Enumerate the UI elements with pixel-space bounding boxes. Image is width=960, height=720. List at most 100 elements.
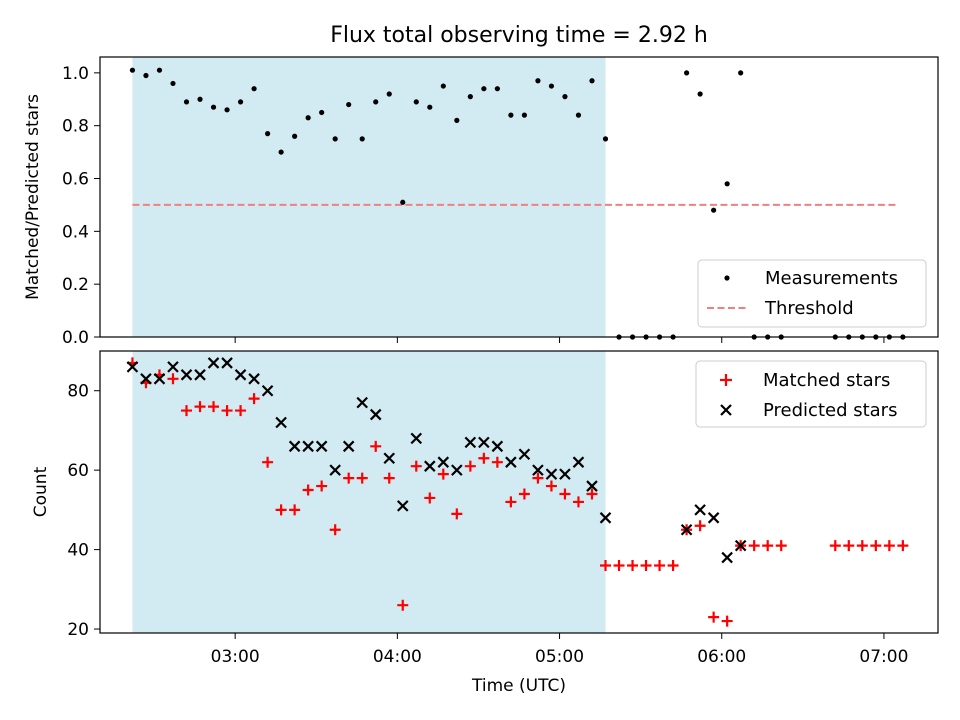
matched-star-marker	[235, 405, 247, 417]
predicted-star-marker	[532, 464, 544, 476]
measurement-point	[237, 99, 244, 105]
measurement-point	[197, 96, 203, 102]
legend-predicted-label: Predicted stars	[763, 400, 897, 421]
measurement-point	[400, 199, 406, 205]
matched-star-marker	[667, 559, 679, 571]
matched-star-marker	[721, 615, 733, 627]
predicted-star-marker	[383, 452, 396, 465]
legend-matched-marker	[720, 374, 732, 386]
top-y-tick-label: 0.2	[62, 275, 89, 295]
measurement-point	[467, 94, 473, 100]
matched-star-marker	[545, 480, 557, 492]
measurement-point	[359, 136, 365, 142]
matched-star-marker	[451, 508, 463, 520]
matched-star-marker	[316, 480, 328, 492]
predicted-star-marker	[288, 440, 301, 453]
top-y-tick-label: 0.4	[62, 222, 89, 242]
bottom-y-tick-label: 20	[67, 620, 89, 640]
matched-star-marker	[356, 472, 368, 484]
top-legend: Measurements Threshold	[697, 259, 927, 328]
bottom-legend-box	[695, 360, 927, 428]
top-y-tick-label: 0.8	[62, 117, 89, 137]
predicted-star-marker	[140, 373, 152, 385]
x-tick-label: 06:00	[697, 647, 746, 667]
x-tick-label: 03:00	[211, 647, 260, 667]
bottom-y-tick-label: 40	[67, 541, 89, 561]
measurement-point	[684, 70, 690, 76]
x-axis-label: Time (UTC)	[471, 676, 566, 696]
predicted-star-marker	[261, 384, 274, 397]
matched-star-marker	[856, 540, 868, 552]
matched-star-marker	[491, 456, 503, 468]
measurement-point	[386, 91, 392, 97]
predicted-star-marker	[586, 480, 598, 492]
observing-span-shade	[132, 57, 606, 337]
matched-star-marker	[208, 401, 220, 413]
matched-star-marker	[640, 559, 652, 571]
measurement-point	[183, 99, 190, 105]
predicted-star-marker	[194, 369, 206, 381]
matched-star-marker	[897, 540, 909, 552]
measurement-point	[373, 99, 379, 105]
matched-star-marker	[559, 488, 571, 500]
matched-star-marker	[343, 472, 355, 484]
predicted-star-marker	[734, 539, 747, 552]
matched-star-marker	[289, 504, 301, 516]
top-panel: 0.0 0.2 0.4 0.6 0.8 1.0 Matched/Predicted sta…	[23, 56, 939, 348]
x-tick-label: 05:00	[535, 647, 584, 667]
matched-star-marker	[410, 460, 422, 472]
matched-star-marker	[262, 456, 274, 468]
predicted-star-marker	[437, 456, 450, 468]
predicted-star-marker	[248, 373, 260, 385]
matched-star-marker	[329, 524, 341, 536]
legend-measurements-label: Measurements	[765, 268, 898, 289]
matched-star-marker	[505, 496, 517, 508]
measurement-point	[129, 67, 136, 73]
predicted-star-marker	[302, 440, 314, 453]
observing-span-shade	[132, 351, 606, 633]
top-legend-box	[697, 259, 927, 328]
predicted-star-marker	[234, 369, 247, 381]
measurement-point	[143, 72, 149, 79]
predicted-star-marker	[207, 357, 220, 369]
top-y-tick-label: 0.6	[62, 170, 89, 190]
matched-star-marker	[302, 484, 314, 496]
legend-predicted-marker	[720, 404, 732, 416]
matched-star-marker	[478, 452, 490, 464]
measurement-point	[319, 109, 325, 116]
matched-star-marker	[600, 559, 612, 571]
measurement-point	[535, 78, 541, 84]
matched-star-marker	[843, 540, 855, 552]
matched-star-marker	[397, 599, 409, 611]
matched-star-marker	[613, 559, 625, 571]
predicted-star-marker	[396, 500, 409, 512]
measurement-point	[697, 91, 703, 97]
predicted-star-marker	[369, 408, 382, 421]
matched-star-marker	[424, 492, 436, 504]
top-y-tick-label: 1.0	[62, 64, 89, 84]
bottom-y-tick-label: 80	[67, 382, 89, 402]
measurement-point	[508, 112, 514, 118]
measurement-point	[738, 70, 744, 76]
matched-star-marker	[181, 405, 193, 417]
predicted-star-marker	[694, 504, 706, 516]
matched-star-marker	[883, 540, 895, 552]
measurement-point	[170, 80, 176, 87]
predicted-star-marker	[167, 361, 179, 373]
matched-star-marker	[383, 472, 395, 484]
bottom-panel-frame	[99, 350, 939, 634]
bottom-y-tick-label: 60	[67, 461, 89, 481]
measurement-point	[724, 181, 730, 187]
predicted-star-marker	[464, 436, 477, 449]
top-y-axis-label: Matched/Predicted stars	[23, 94, 43, 300]
predicted-star-marker	[221, 357, 233, 369]
matched-star-marker	[464, 460, 476, 472]
chart-title: Flux total observing time = 2.92 h	[330, 23, 708, 48]
matched-star-marker	[708, 611, 720, 623]
bottom-legend: Matched stars Predicted stars	[695, 360, 927, 428]
measurement-point	[156, 67, 163, 73]
matched-star-marker	[167, 373, 179, 385]
x-tick-label: 04:00	[373, 647, 422, 667]
predicted-star-marker	[275, 416, 287, 429]
